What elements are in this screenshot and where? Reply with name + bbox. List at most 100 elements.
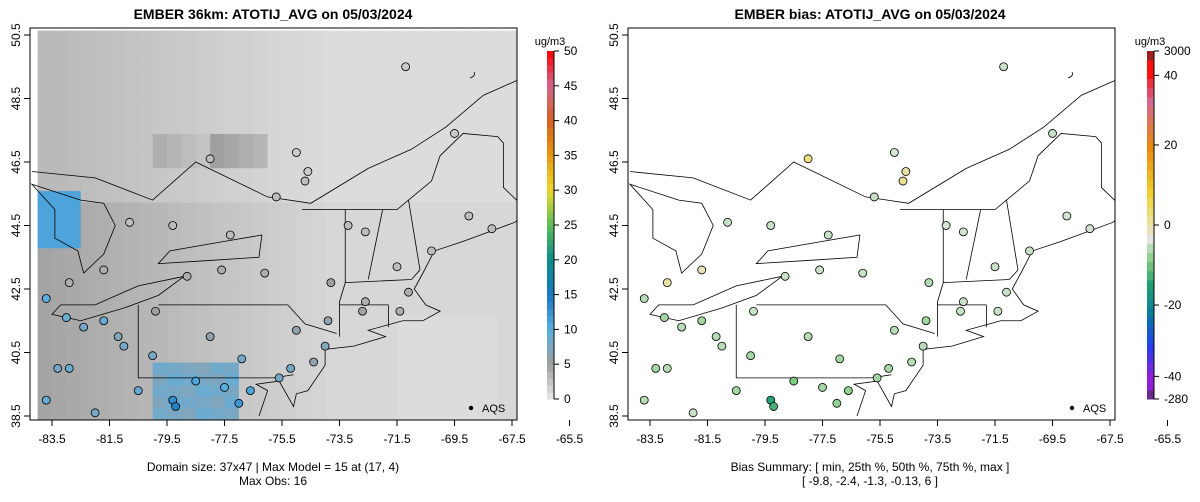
model-grid-cell [440, 362, 455, 374]
colorbar-swatch [547, 148, 554, 156]
model-grid-cell [224, 236, 240, 249]
model-grid-cell [66, 293, 82, 306]
model-grid-cell [80, 373, 96, 386]
model-grid-cell [224, 133, 240, 146]
model-grid-cell [397, 407, 412, 420]
station-marker [884, 363, 894, 373]
model-grid-cell [224, 202, 240, 214]
model-grid-cell [483, 121, 499, 134]
model-grid-cell [267, 144, 283, 157]
model-grid-cell [440, 327, 455, 340]
model-grid-cell [95, 236, 110, 249]
station-marker [487, 224, 497, 234]
model-grid-cell [483, 270, 499, 283]
model-grid-cell [296, 350, 312, 363]
model-grid-cell [282, 293, 297, 306]
colorbar-swatch [1147, 307, 1154, 318]
model-grid-cell [353, 213, 369, 226]
model-grid-cell [353, 167, 369, 180]
model-grid-cell [52, 144, 67, 157]
model-grid-cell [52, 64, 67, 77]
model-grid-cell [497, 64, 513, 77]
model-grid-cell [425, 304, 441, 317]
model-grid-cell [468, 64, 484, 77]
model-grid-cell [512, 87, 517, 100]
model-grid-cell [325, 99, 340, 112]
model-grid-cell [95, 41, 110, 54]
model-grid-cell [425, 99, 441, 112]
model-grid-cell [95, 144, 110, 157]
model-grid-cell [339, 202, 355, 214]
model-grid-cell [66, 384, 82, 397]
station-marker [225, 230, 235, 240]
model-grid-cell [555, 65, 570, 77]
model-grid-cell [138, 64, 154, 77]
model-grid-cell [468, 327, 484, 340]
model-grid-cell [497, 87, 513, 100]
model-grid-cell [454, 53, 470, 66]
model-grid-cell [411, 179, 427, 192]
model-grid-cell [195, 339, 211, 352]
model-grid-cell [397, 121, 412, 134]
model-grid-cell [339, 156, 355, 169]
model-grid-cell [95, 224, 110, 237]
model-grid-cell [152, 259, 168, 272]
model-grid-cell [152, 30, 168, 43]
model-grid-cell [353, 396, 369, 409]
model-grid-cell [224, 99, 240, 112]
model-grid-cell [397, 282, 412, 294]
model-grid-cell [224, 373, 240, 386]
model-grid-cell [310, 396, 326, 409]
model-grid-cell [397, 156, 412, 169]
model-grid-cell [454, 190, 470, 203]
model-grid-cell [238, 167, 254, 180]
model-grid-cell [181, 373, 197, 386]
model-grid-cell [95, 373, 110, 386]
model-grid-cell [123, 53, 139, 66]
model-grid-cell [468, 350, 484, 363]
model-grid-cell [123, 190, 139, 203]
model-grid-cell [512, 236, 517, 249]
station-marker [90, 408, 100, 418]
colorbar-swatch [547, 197, 554, 205]
x-tick-label: -65.5 [556, 432, 584, 446]
model-grid-cell [339, 339, 355, 352]
colorbar-swatch [1147, 334, 1154, 345]
model-grid-cell [296, 304, 312, 317]
plot-frame [29, 27, 518, 421]
state-border [900, 209, 944, 337]
model-grid-cell [282, 350, 297, 363]
model-grid-cell [253, 156, 269, 169]
model-grid-cell [512, 339, 517, 352]
model-grid-cell [397, 384, 412, 397]
model-grid-cell [468, 179, 484, 192]
model-grid-cell [152, 316, 168, 329]
model-grid-cell [425, 327, 441, 340]
model-grid-cell [238, 304, 254, 317]
model-grid-cell [555, 202, 570, 214]
model-grid-cell [368, 99, 384, 112]
model-grid-cell [382, 339, 398, 352]
station-marker [61, 313, 71, 322]
model-grid-cell [80, 53, 96, 66]
station-marker [392, 262, 402, 272]
model-grid-cell [52, 76, 67, 89]
station-marker [320, 341, 330, 351]
model-grid-cell [325, 327, 340, 340]
model-grid-cell [411, 407, 427, 420]
model-grid-cell [411, 110, 427, 123]
model-grid-cell [468, 384, 484, 397]
colorbar-swatch [547, 245, 554, 254]
model-grid-cell [181, 76, 197, 89]
model-grid-cell [123, 224, 139, 237]
model-grid-cell [123, 282, 139, 294]
state-border [943, 133, 1115, 211]
model-grid-cell [123, 99, 139, 112]
model-grid-cell [210, 99, 225, 112]
model-grid-cell [325, 167, 340, 180]
model-grid-cell [123, 76, 139, 89]
colorbar-swatch [547, 134, 554, 142]
colorbar-swatch [547, 266, 554, 275]
colorbar-swatch [547, 308, 554, 316]
model-grid-cell [497, 247, 513, 260]
